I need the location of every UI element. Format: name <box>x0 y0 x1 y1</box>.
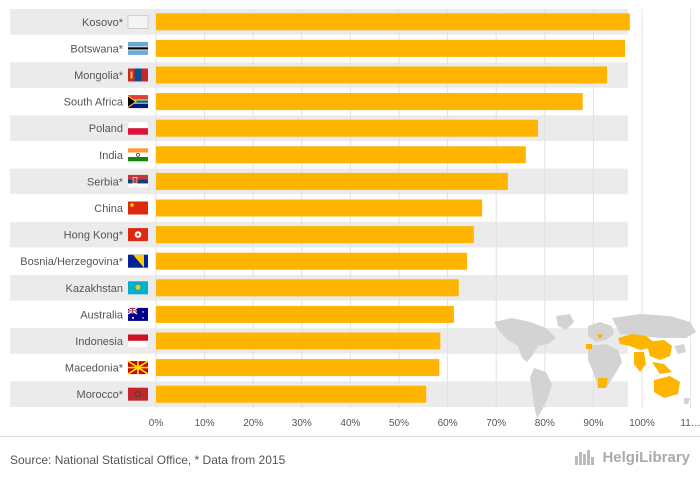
x-tick-label: 0% <box>149 418 164 429</box>
category-label: Serbia* <box>87 176 124 188</box>
footer: Source: National Statistical Office, * D… <box>0 436 700 484</box>
world-map-icon <box>494 314 696 418</box>
x-tick-label: 80% <box>535 418 555 429</box>
category-label: China <box>94 203 124 215</box>
source-note: Source: National Statistical Office, * D… <box>10 453 286 467</box>
category-label: Australia <box>80 309 124 321</box>
category-label: Kosovo* <box>82 17 124 29</box>
x-tick-label: 11… <box>680 418 700 429</box>
bar[interactable] <box>156 252 468 270</box>
bar[interactable] <box>156 66 608 84</box>
bar[interactable] <box>156 199 483 217</box>
bar[interactable] <box>156 385 427 403</box>
bar-chart: Kosovo* Botswana* Mongolia* South Africa Pol… <box>10 9 700 429</box>
category-label: Indonesia <box>75 336 124 348</box>
category-label: India <box>99 150 124 162</box>
x-tick-label: 20% <box>243 418 263 429</box>
category-label: Kazakhstan <box>66 283 123 295</box>
bar[interactable] <box>156 172 508 190</box>
poland-flag <box>127 121 149 135</box>
bar[interactable] <box>156 305 454 323</box>
bar[interactable] <box>156 279 459 297</box>
category-label: Mongolia* <box>74 70 124 82</box>
botswana-flag <box>128 41 148 55</box>
x-tick-label: 10% <box>195 418 215 429</box>
brand-name: HelgiLibrary <box>602 448 690 466</box>
x-tick-label: 60% <box>438 418 458 429</box>
x-tick-label: 50% <box>389 418 409 429</box>
x-tick-label: 100% <box>629 418 655 429</box>
indonesia-flag <box>127 334 149 348</box>
bar[interactable] <box>156 332 441 350</box>
australia-flag <box>127 307 148 321</box>
bar[interactable] <box>156 146 526 164</box>
mongolia-flag <box>128 68 148 82</box>
category-label: South Africa <box>64 97 124 109</box>
bar[interactable] <box>156 93 583 111</box>
hong-kong-flag <box>128 228 148 242</box>
category-label: Poland <box>89 123 123 135</box>
bar[interactable] <box>156 359 440 377</box>
category-label: Bosnia/Herzegovina* <box>20 256 123 268</box>
x-tick-label: 70% <box>486 418 506 429</box>
macedonia-flag <box>127 360 149 375</box>
x-tick-label: 90% <box>583 418 603 429</box>
brand-logo[interactable]: HelgiLibrary <box>574 448 690 466</box>
kazakhstan-flag <box>128 281 148 295</box>
category-label: Botswana* <box>70 43 123 55</box>
bar[interactable] <box>156 39 625 57</box>
india-flag <box>128 148 148 162</box>
bar[interactable] <box>156 13 630 31</box>
serbia-flag <box>127 174 149 189</box>
bosnia-flag <box>128 254 148 268</box>
bar[interactable] <box>156 119 538 137</box>
library-icon <box>575 450 595 465</box>
bar[interactable] <box>156 226 474 244</box>
china-flag <box>128 201 148 215</box>
x-tick-label: 40% <box>340 418 360 429</box>
category-label: Morocco* <box>77 389 124 401</box>
category-label: Hong Kong* <box>64 230 124 242</box>
south-africa-flag <box>128 95 148 109</box>
category-label: Macedonia* <box>65 363 124 375</box>
x-tick-label: 30% <box>292 418 312 429</box>
morocco-flag <box>128 387 148 401</box>
kosovo-flag <box>127 15 149 29</box>
